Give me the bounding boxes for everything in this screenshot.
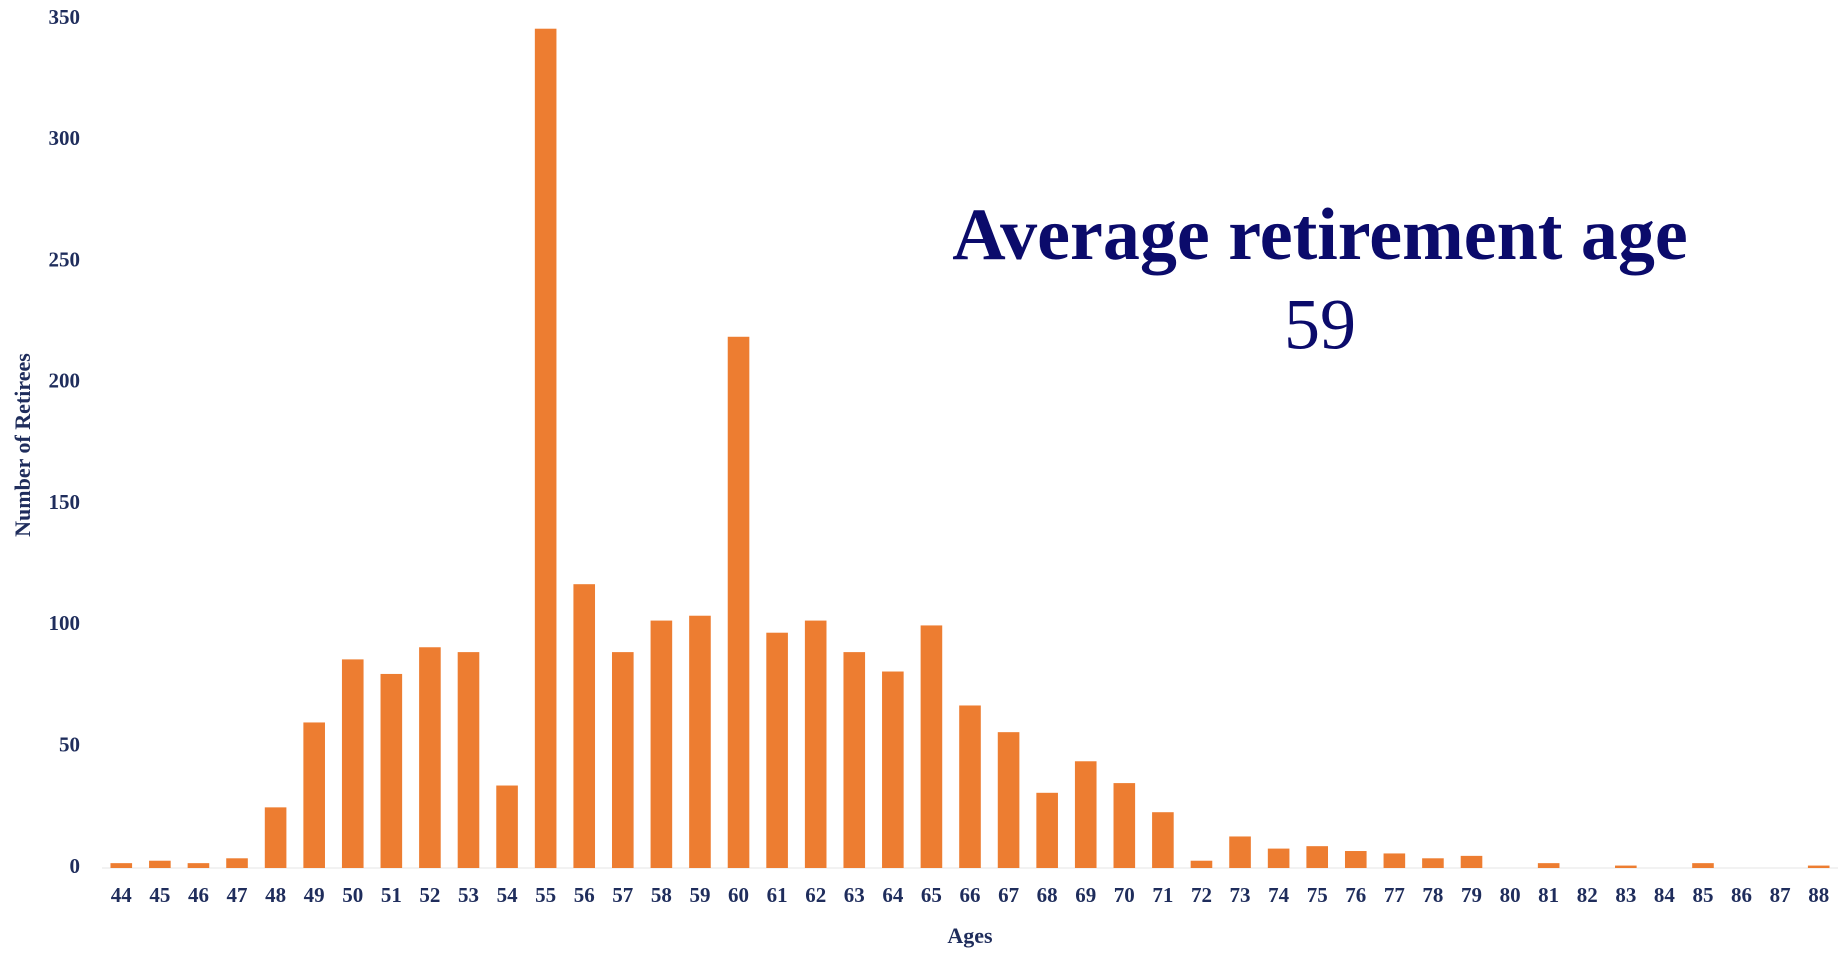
bar bbox=[149, 860, 171, 868]
x-tick-label: 55 bbox=[535, 883, 556, 907]
y-tick-label: 250 bbox=[49, 247, 81, 271]
bar bbox=[1074, 761, 1097, 868]
bar bbox=[1344, 851, 1367, 868]
x-tick-label: 84 bbox=[1654, 883, 1676, 907]
x-tick-label: 70 bbox=[1114, 883, 1135, 907]
bar bbox=[1692, 863, 1714, 868]
y-tick-label: 200 bbox=[49, 369, 81, 393]
x-tick-label: 57 bbox=[612, 883, 633, 907]
x-tick-label: 63 bbox=[844, 883, 865, 907]
x-tick-label: 72 bbox=[1191, 883, 1212, 907]
x-tick-label: 54 bbox=[497, 883, 519, 907]
x-tick-label: 48 bbox=[265, 883, 286, 907]
x-tick-label: 66 bbox=[960, 883, 981, 907]
x-tick-label: 81 bbox=[1538, 883, 1559, 907]
x-tick-label: 58 bbox=[651, 883, 672, 907]
bar bbox=[534, 28, 557, 868]
x-tick-label: 64 bbox=[882, 883, 904, 907]
bar bbox=[1229, 836, 1251, 868]
x-tick-label: 87 bbox=[1770, 883, 1791, 907]
x-tick-label: 69 bbox=[1075, 883, 1096, 907]
y-tick-label: 50 bbox=[59, 733, 80, 757]
bar bbox=[650, 620, 673, 868]
bar bbox=[187, 863, 210, 868]
x-tick-label: 86 bbox=[1731, 883, 1752, 907]
x-tick-label: 68 bbox=[1037, 883, 1058, 907]
x-tick-label: 74 bbox=[1268, 883, 1290, 907]
bar bbox=[1152, 812, 1174, 868]
x-tick-label: 61 bbox=[767, 883, 788, 907]
annotation: Average retirement age bbox=[952, 194, 1688, 276]
x-tick-label: 75 bbox=[1307, 883, 1328, 907]
x-tick-label: 77 bbox=[1384, 883, 1405, 907]
x-axis-label: Ages bbox=[947, 923, 993, 948]
y-tick-label: 150 bbox=[49, 490, 81, 514]
bar bbox=[303, 722, 325, 868]
x-tick-label: 56 bbox=[574, 883, 595, 907]
bar bbox=[882, 671, 904, 868]
x-tick-label: 83 bbox=[1615, 883, 1636, 907]
x-tick-label: 52 bbox=[419, 883, 440, 907]
bar bbox=[264, 807, 287, 868]
bar bbox=[727, 336, 750, 869]
bar bbox=[843, 652, 866, 868]
bar bbox=[380, 673, 403, 868]
bar bbox=[496, 785, 518, 868]
bar bbox=[573, 584, 596, 868]
bar bbox=[766, 632, 788, 868]
bar bbox=[1306, 846, 1329, 868]
x-tick-label: 85 bbox=[1692, 883, 1713, 907]
bar bbox=[920, 625, 943, 868]
bar bbox=[689, 615, 711, 868]
x-tick-label: 53 bbox=[458, 883, 479, 907]
bar bbox=[226, 858, 248, 868]
x-tick-label: 67 bbox=[998, 883, 1019, 907]
bar bbox=[1537, 863, 1560, 868]
y-tick-label: 0 bbox=[70, 854, 81, 878]
bar bbox=[1190, 860, 1213, 868]
annotation: 59 bbox=[1284, 285, 1356, 365]
y-axis-label: Number of Retirees bbox=[10, 353, 35, 537]
bar bbox=[1460, 855, 1483, 868]
x-tick-label: 49 bbox=[304, 883, 325, 907]
bar bbox=[341, 659, 364, 868]
x-tick-label: 46 bbox=[188, 883, 209, 907]
x-tick-label: 73 bbox=[1230, 883, 1251, 907]
x-tick-label: 59 bbox=[689, 883, 710, 907]
bar bbox=[997, 732, 1020, 868]
bar bbox=[457, 652, 480, 868]
x-tick-label: 82 bbox=[1577, 883, 1598, 907]
x-tick-label: 50 bbox=[342, 883, 363, 907]
bar bbox=[110, 863, 133, 868]
bar bbox=[1036, 792, 1058, 868]
bar bbox=[1422, 858, 1444, 868]
x-tick-label: 78 bbox=[1422, 883, 1443, 907]
bar bbox=[1383, 853, 1406, 868]
x-tick-label: 62 bbox=[805, 883, 826, 907]
x-tick-label: 45 bbox=[149, 883, 170, 907]
bar bbox=[1807, 865, 1830, 868]
bar bbox=[1113, 783, 1136, 868]
bar bbox=[804, 620, 827, 868]
x-tick-label: 60 bbox=[728, 883, 749, 907]
y-tick-label: 100 bbox=[49, 611, 81, 635]
x-tick-label: 51 bbox=[381, 883, 402, 907]
x-tick-label: 76 bbox=[1345, 883, 1366, 907]
bar bbox=[419, 647, 441, 868]
x-tick-label: 88 bbox=[1808, 883, 1829, 907]
x-tick-label: 44 bbox=[111, 883, 133, 907]
x-tick-label: 65 bbox=[921, 883, 942, 907]
bar bbox=[611, 652, 634, 868]
x-tick-label: 80 bbox=[1500, 883, 1521, 907]
bar bbox=[1615, 865, 1637, 868]
x-tick-label: 79 bbox=[1461, 883, 1482, 907]
bar bbox=[959, 705, 981, 868]
x-tick-label: 47 bbox=[227, 883, 248, 907]
bar bbox=[1267, 848, 1290, 868]
x-tick-label: 71 bbox=[1152, 883, 1173, 907]
y-tick-label: 300 bbox=[49, 126, 81, 150]
y-tick-label: 350 bbox=[49, 5, 81, 29]
